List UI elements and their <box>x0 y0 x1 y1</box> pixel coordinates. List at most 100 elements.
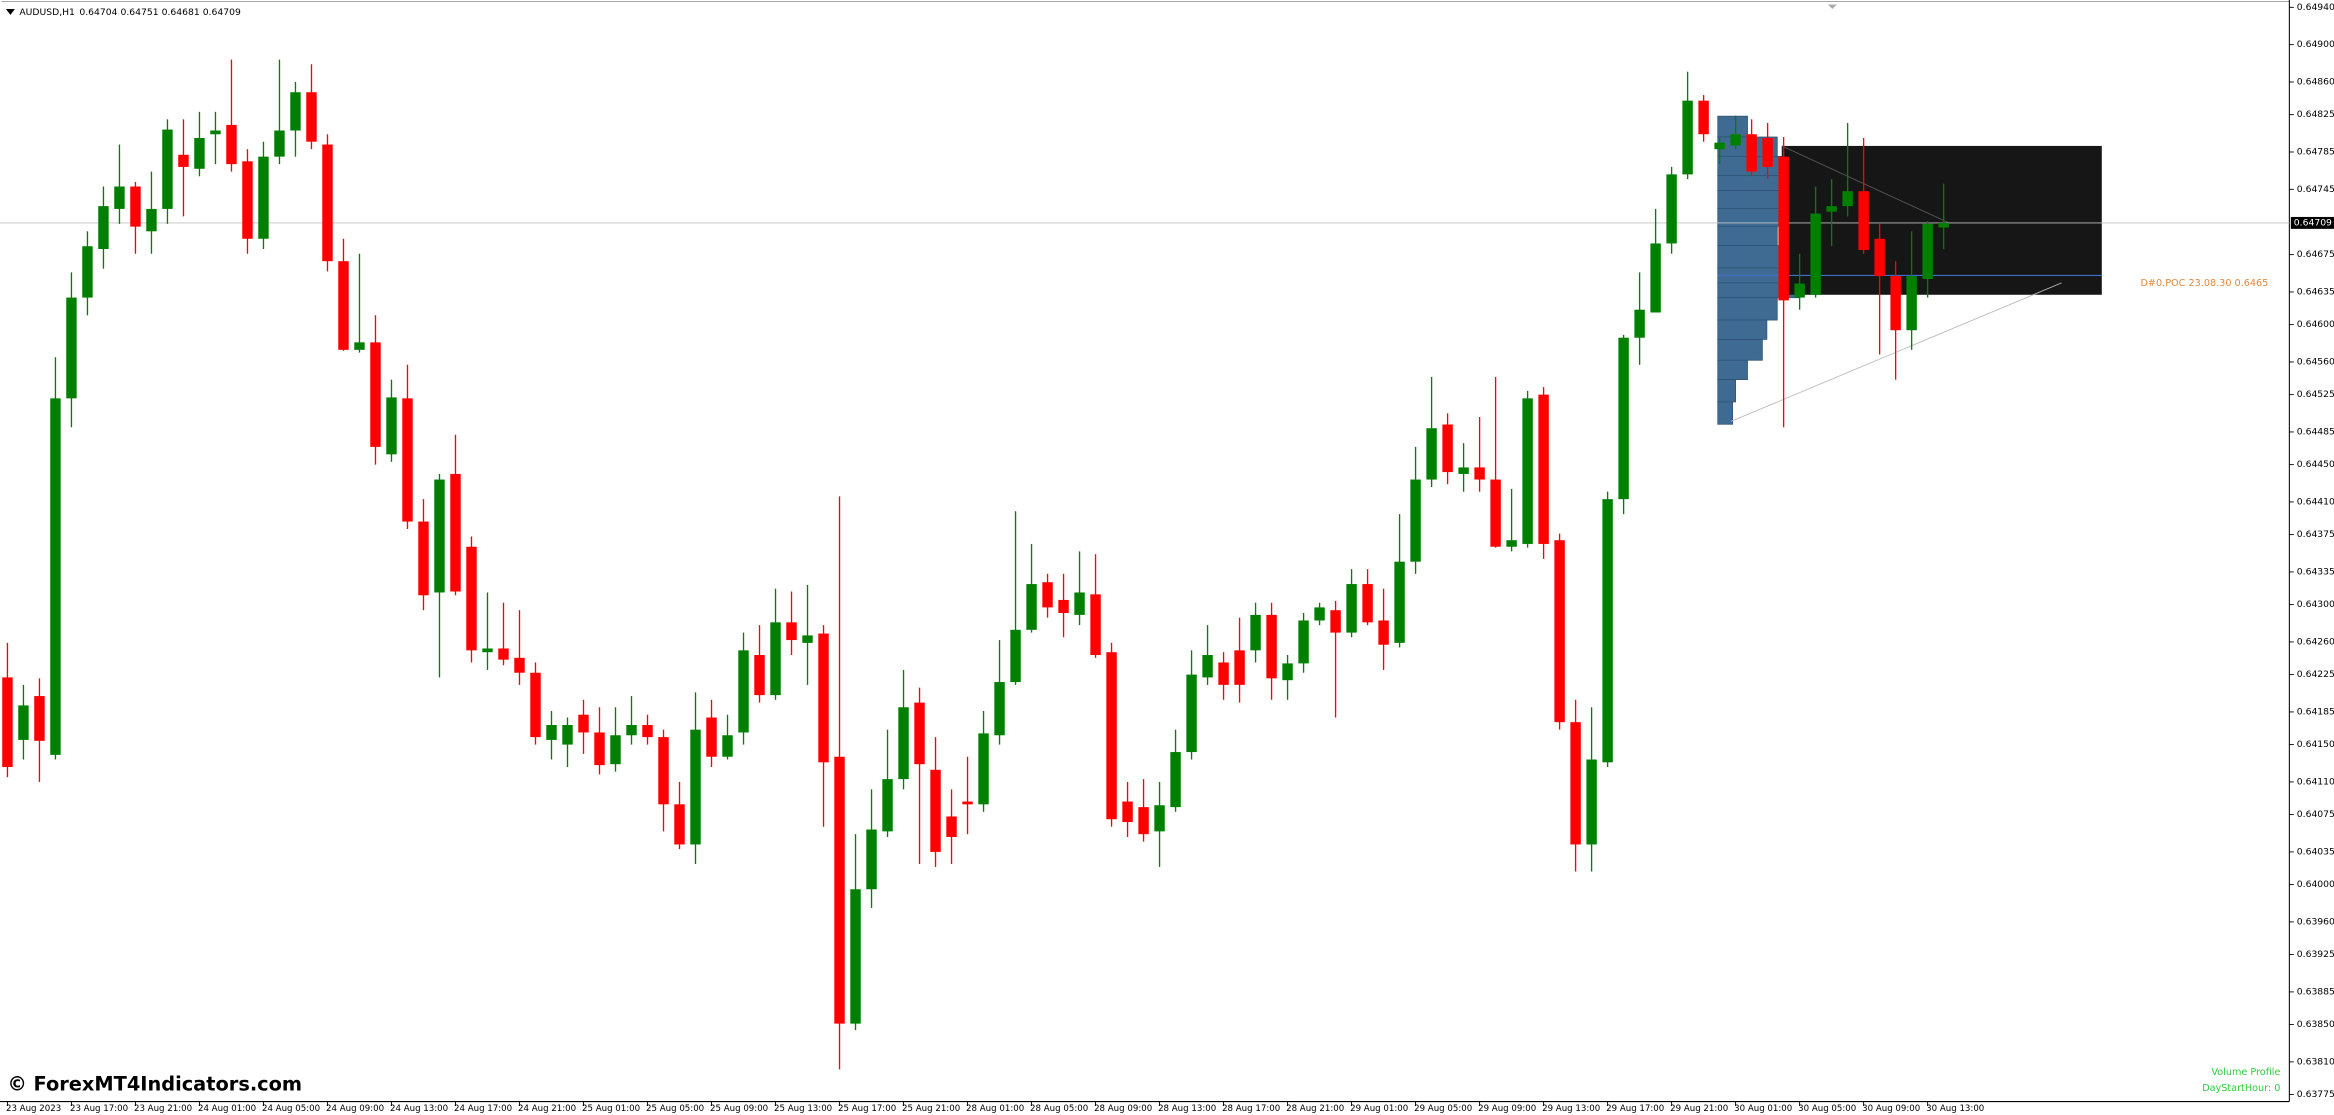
candle-body <box>1314 607 1325 621</box>
y-tick-label: 0.64335 <box>2297 566 2334 577</box>
candle-body <box>274 130 285 157</box>
candle-body <box>1250 614 1261 651</box>
current-price-label: 0.64709 <box>2294 217 2332 228</box>
chart-header: AUDUSD,H1 0.64704 0.64751 0.64681 0.64709 <box>19 6 241 17</box>
candle-body <box>210 130 221 135</box>
candle-body <box>738 650 749 733</box>
candle-body <box>962 801 973 805</box>
candle-body <box>1378 620 1389 645</box>
y-tick-label: 0.64560 <box>2297 356 2334 367</box>
candle-body <box>1410 479 1421 562</box>
candle-body <box>322 144 333 262</box>
candle-body <box>66 297 77 399</box>
candle-body <box>1762 137 1773 167</box>
candle-body <box>514 657 525 673</box>
x-tick-label: 28 Aug 13:00 <box>1158 1104 1216 1114</box>
candle-body <box>1474 467 1485 480</box>
y-tick-label: 0.64000 <box>2297 879 2334 890</box>
candle-body <box>1282 663 1293 681</box>
y-tick-label: 0.64375 <box>2297 529 2334 540</box>
indicator-param: DayStartHour: 0 <box>2202 1083 2280 1094</box>
candle-body <box>1586 759 1597 845</box>
candle-body <box>1842 191 1853 207</box>
candle-body <box>1362 584 1373 623</box>
candle-body <box>1074 592 1085 615</box>
y-tick-label: 0.64940 <box>2297 2 2334 13</box>
x-tick-label: 28 Aug 01:00 <box>966 1104 1024 1114</box>
watermark: © ForexMT4Indicators.com <box>7 1073 302 1096</box>
candle-body <box>1890 276 1901 331</box>
candle-body <box>1170 752 1181 808</box>
y-tick-label: 0.64260 <box>2297 636 2334 647</box>
candle-body <box>1714 142 1725 150</box>
candle-body <box>50 398 61 755</box>
candle-body <box>930 769 941 852</box>
y-tick-label: 0.64525 <box>2297 389 2334 400</box>
profile-bar <box>1717 319 1768 340</box>
profile-bar <box>1717 339 1763 361</box>
candle-body <box>1618 337 1629 500</box>
y-tick-label: 0.64410 <box>2297 496 2334 507</box>
candle-body <box>1154 805 1165 832</box>
candle-body <box>1826 206 1837 212</box>
x-tick-label: 24 Aug 01:00 <box>198 1104 256 1114</box>
profile-bar <box>1717 115 1748 138</box>
menu-arrow <box>5 8 15 15</box>
shift-marker <box>1827 4 1837 9</box>
candle-body <box>1794 283 1805 298</box>
y-tick-label: 0.64450 <box>2297 459 2334 470</box>
candle-body <box>1122 801 1133 823</box>
candle-body <box>1938 222 1949 228</box>
candle-body <box>1698 100 1709 135</box>
candle-body <box>1730 134 1741 146</box>
x-tick-label: 29 Aug 09:00 <box>1478 1104 1536 1114</box>
candle-body <box>946 816 957 837</box>
header-close: 0.64709 <box>203 6 241 17</box>
candle-body <box>1266 614 1277 679</box>
candle-body <box>1058 599 1069 614</box>
x-tick-label: 30 Aug 05:00 <box>1798 1104 1856 1114</box>
profile-bar <box>1717 245 1781 269</box>
y-tick-label: 0.64675 <box>2297 249 2334 260</box>
candle-body <box>1570 722 1581 845</box>
candle-body <box>850 889 861 1024</box>
candle-body <box>226 124 237 165</box>
x-tick-label: 24 Aug 09:00 <box>326 1104 384 1114</box>
y-tick-label: 0.63925 <box>2297 949 2334 960</box>
candle-body <box>1554 540 1565 723</box>
candle-body <box>402 398 413 522</box>
y-tick-label: 0.64185 <box>2297 706 2334 717</box>
candle-body <box>594 732 605 766</box>
header-high: 0.64751 <box>120 6 158 17</box>
y-tick-label: 0.64600 <box>2297 319 2334 330</box>
candle-body <box>258 156 269 239</box>
x-tick-label: 28 Aug 09:00 <box>1094 1104 1152 1114</box>
y-tick-label: 0.64110 <box>2297 776 2334 787</box>
candle-body <box>1874 238 1885 277</box>
candle-body <box>2 677 13 767</box>
candle-body <box>1090 594 1101 655</box>
candle-body <box>546 724 557 740</box>
candle-body <box>1746 134 1757 172</box>
candle-body <box>642 724 653 738</box>
x-tick-label: 25 Aug 09:00 <box>710 1104 768 1114</box>
candle-body <box>754 654 765 696</box>
x-tick-label: 30 Aug 13:00 <box>1926 1104 1984 1114</box>
profile-bar <box>1717 175 1784 191</box>
candle-body <box>114 186 125 209</box>
candle-body <box>290 92 301 131</box>
x-tick-label: 25 Aug 01:00 <box>582 1104 640 1114</box>
candle-body <box>146 208 157 232</box>
x-tick-label: 25 Aug 17:00 <box>838 1104 896 1114</box>
x-tick-label: 30 Aug 09:00 <box>1862 1104 1920 1114</box>
x-tick-label: 29 Aug 17:00 <box>1606 1104 1664 1114</box>
candle-body <box>1026 584 1037 630</box>
poc-label: D#0.POC 23.08.30 0.6465 <box>2140 278 2268 289</box>
candle-body <box>1106 652 1117 820</box>
candle-body <box>386 397 397 455</box>
candle-body <box>242 161 253 239</box>
x-tick-label: 24 Aug 21:00 <box>518 1104 576 1114</box>
y-tick-label: 0.64785 <box>2297 146 2334 157</box>
